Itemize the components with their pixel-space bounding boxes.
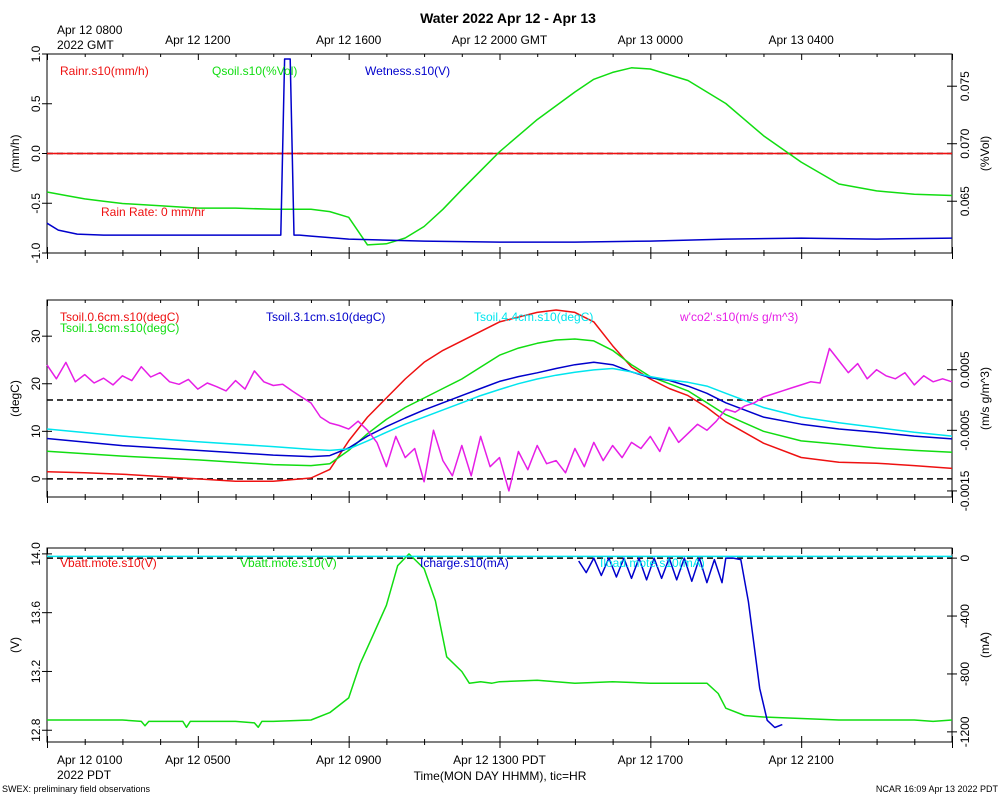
y-tick-label-left: 1.0: [29, 45, 43, 62]
legend-entry: Tsoil.1.9cm.s10(degC): [60, 321, 179, 335]
series-tsoil-4-4cm-s10: [46, 367, 953, 452]
legend-entry: Tsoil.3.1cm.s10(degC): [266, 310, 385, 324]
legend-entry: Vbatt.mote.s10(V): [60, 556, 157, 570]
y-tick-label-right: 0.0005: [958, 351, 972, 388]
plot-frame: [46, 299, 953, 498]
y-tick-label-left: 13.2: [29, 659, 43, 683]
y-axis-title-right: (%Vol): [978, 136, 992, 171]
legend-entry: Iload.mote.s10(mA): [600, 556, 705, 570]
series-tsoil-0-6cm-s10: [46, 309, 953, 483]
top-axis-tick-label: Apr 12 2000 GMT: [452, 33, 548, 47]
y-tick-label-left: 0.0: [29, 145, 43, 162]
y-axis-title-left: (degC): [8, 380, 22, 417]
y-tick-label-right: 0.075: [958, 71, 972, 101]
y-tick-label-right: -1200: [958, 716, 972, 747]
series-wetness-s10: [46, 58, 953, 243]
top-axis-first-label-line2: 2022 GMT: [57, 38, 114, 52]
legend-entry: w'co2'.s10(m/s g/m^3): [679, 310, 798, 324]
bottom-axis-tick-label: Apr 12 0500: [165, 753, 231, 767]
y-tick-label-right: -400: [958, 604, 972, 628]
top-axis-tick-label: Apr 13 0400: [768, 33, 834, 47]
bottom-axis-tick-label: Apr 12 1300 PDT: [453, 753, 546, 767]
y-tick-label-right: 0: [958, 554, 972, 561]
bottom-axis-tick-label: Apr 12 0900: [316, 753, 382, 767]
y-tick-label-right: 0.065: [958, 186, 972, 216]
legend-entry: Vbatt.mote.s10(V): [240, 556, 337, 570]
legend-entry: Rainr.s10(mm/h): [60, 64, 149, 78]
water-panel: -1.0 -0.5 0.0 0.5 1.0 0.065 0.070 0.075 (mm/h) (%…: [8, 45, 992, 263]
y-tick-label-left: 0: [29, 475, 43, 482]
series-tsoil-3-1cm-s10: [46, 361, 953, 458]
top-axis-first-label-line1: Apr 12 0800: [57, 23, 123, 37]
series-tsoil-1-9cm-s10: [46, 338, 953, 467]
y-tick-label-left: 13.6: [29, 601, 43, 625]
y-tick-label-left: 30: [29, 329, 43, 343]
y-axis-title-right: (m/s g/m^3): [978, 367, 992, 430]
legend-entry: Icharge.s10(mA): [420, 556, 509, 570]
series-vbatt-mote-s10: [47, 553, 953, 729]
y-tick-label-left: -1.0: [29, 242, 43, 263]
top-axis-tick-label: Apr 12 1600: [316, 33, 382, 47]
power-panel: 12.8 13.2 13.6 14.0 -1200 -800 -400 0 (V) (mA) Vba…: [8, 542, 992, 748]
legend-entry: Wetness.s10(V): [365, 64, 450, 78]
annotation: Rain Rate: 0 mm/hr: [101, 205, 205, 219]
plot-frame: [46, 547, 953, 743]
bottom-axis-tick-label: Apr 12 1700: [618, 753, 684, 767]
bottom-axis-tick-label: Apr 12 2100: [768, 753, 834, 767]
y-tick-label-right: -0.0005: [958, 410, 972, 451]
soil-temperature-panel: 0 10 20 30 -0.0015 -0.0005 0.0005 (degC) (m/s g/…: [8, 299, 992, 511]
y-tick-label-right: 0.070: [958, 128, 972, 158]
y-tick-label-left: 14.0: [29, 542, 43, 566]
y-tick-label-right: -0.0015: [958, 470, 972, 511]
bottom-axis-first-label-line2: 2022 PDT: [57, 768, 112, 782]
y-tick-label-left: -0.5: [29, 193, 43, 214]
y-tick-label-left: 12.8: [29, 718, 43, 742]
bottom-axis-first-label-line1: Apr 12 0100: [57, 753, 123, 767]
series-w-co2-s10: [46, 347, 953, 492]
legend-entry: Tsoil.0.6cm.s10(degC): [60, 310, 179, 324]
y-tick-label-left: 0.5: [29, 95, 43, 112]
y-tick-label-left: 10: [29, 424, 43, 438]
series-icharge-s10: [578, 557, 783, 729]
footer-right: NCAR 16:09 Apr 13 2022 PDT: [876, 784, 999, 794]
y-tick-label-left: 20: [29, 377, 43, 391]
y-axis-title-left: (mm/h): [8, 135, 22, 173]
legend-entry: Qsoil.s10(%Vol): [212, 64, 297, 78]
y-axis-title-right: (mA): [978, 632, 992, 658]
y-axis-title-left: (V): [8, 637, 22, 653]
legend-entry: Tsoil.4.4cm.s10(degC): [474, 310, 593, 324]
chart-title: Water 2022 Apr 12 - Apr 13: [420, 10, 596, 26]
top-axis-tick-label: Apr 12 1200: [165, 33, 231, 47]
series-qsoil-s10: [46, 67, 953, 246]
x-axis-label: Time(MON DAY HHMM), tic=HR: [414, 769, 587, 783]
top-axis-tick-label: Apr 13 0000: [618, 33, 684, 47]
footer-left: SWEX: preliminary field observations: [2, 784, 151, 794]
y-tick-label-right: -800: [958, 662, 972, 686]
